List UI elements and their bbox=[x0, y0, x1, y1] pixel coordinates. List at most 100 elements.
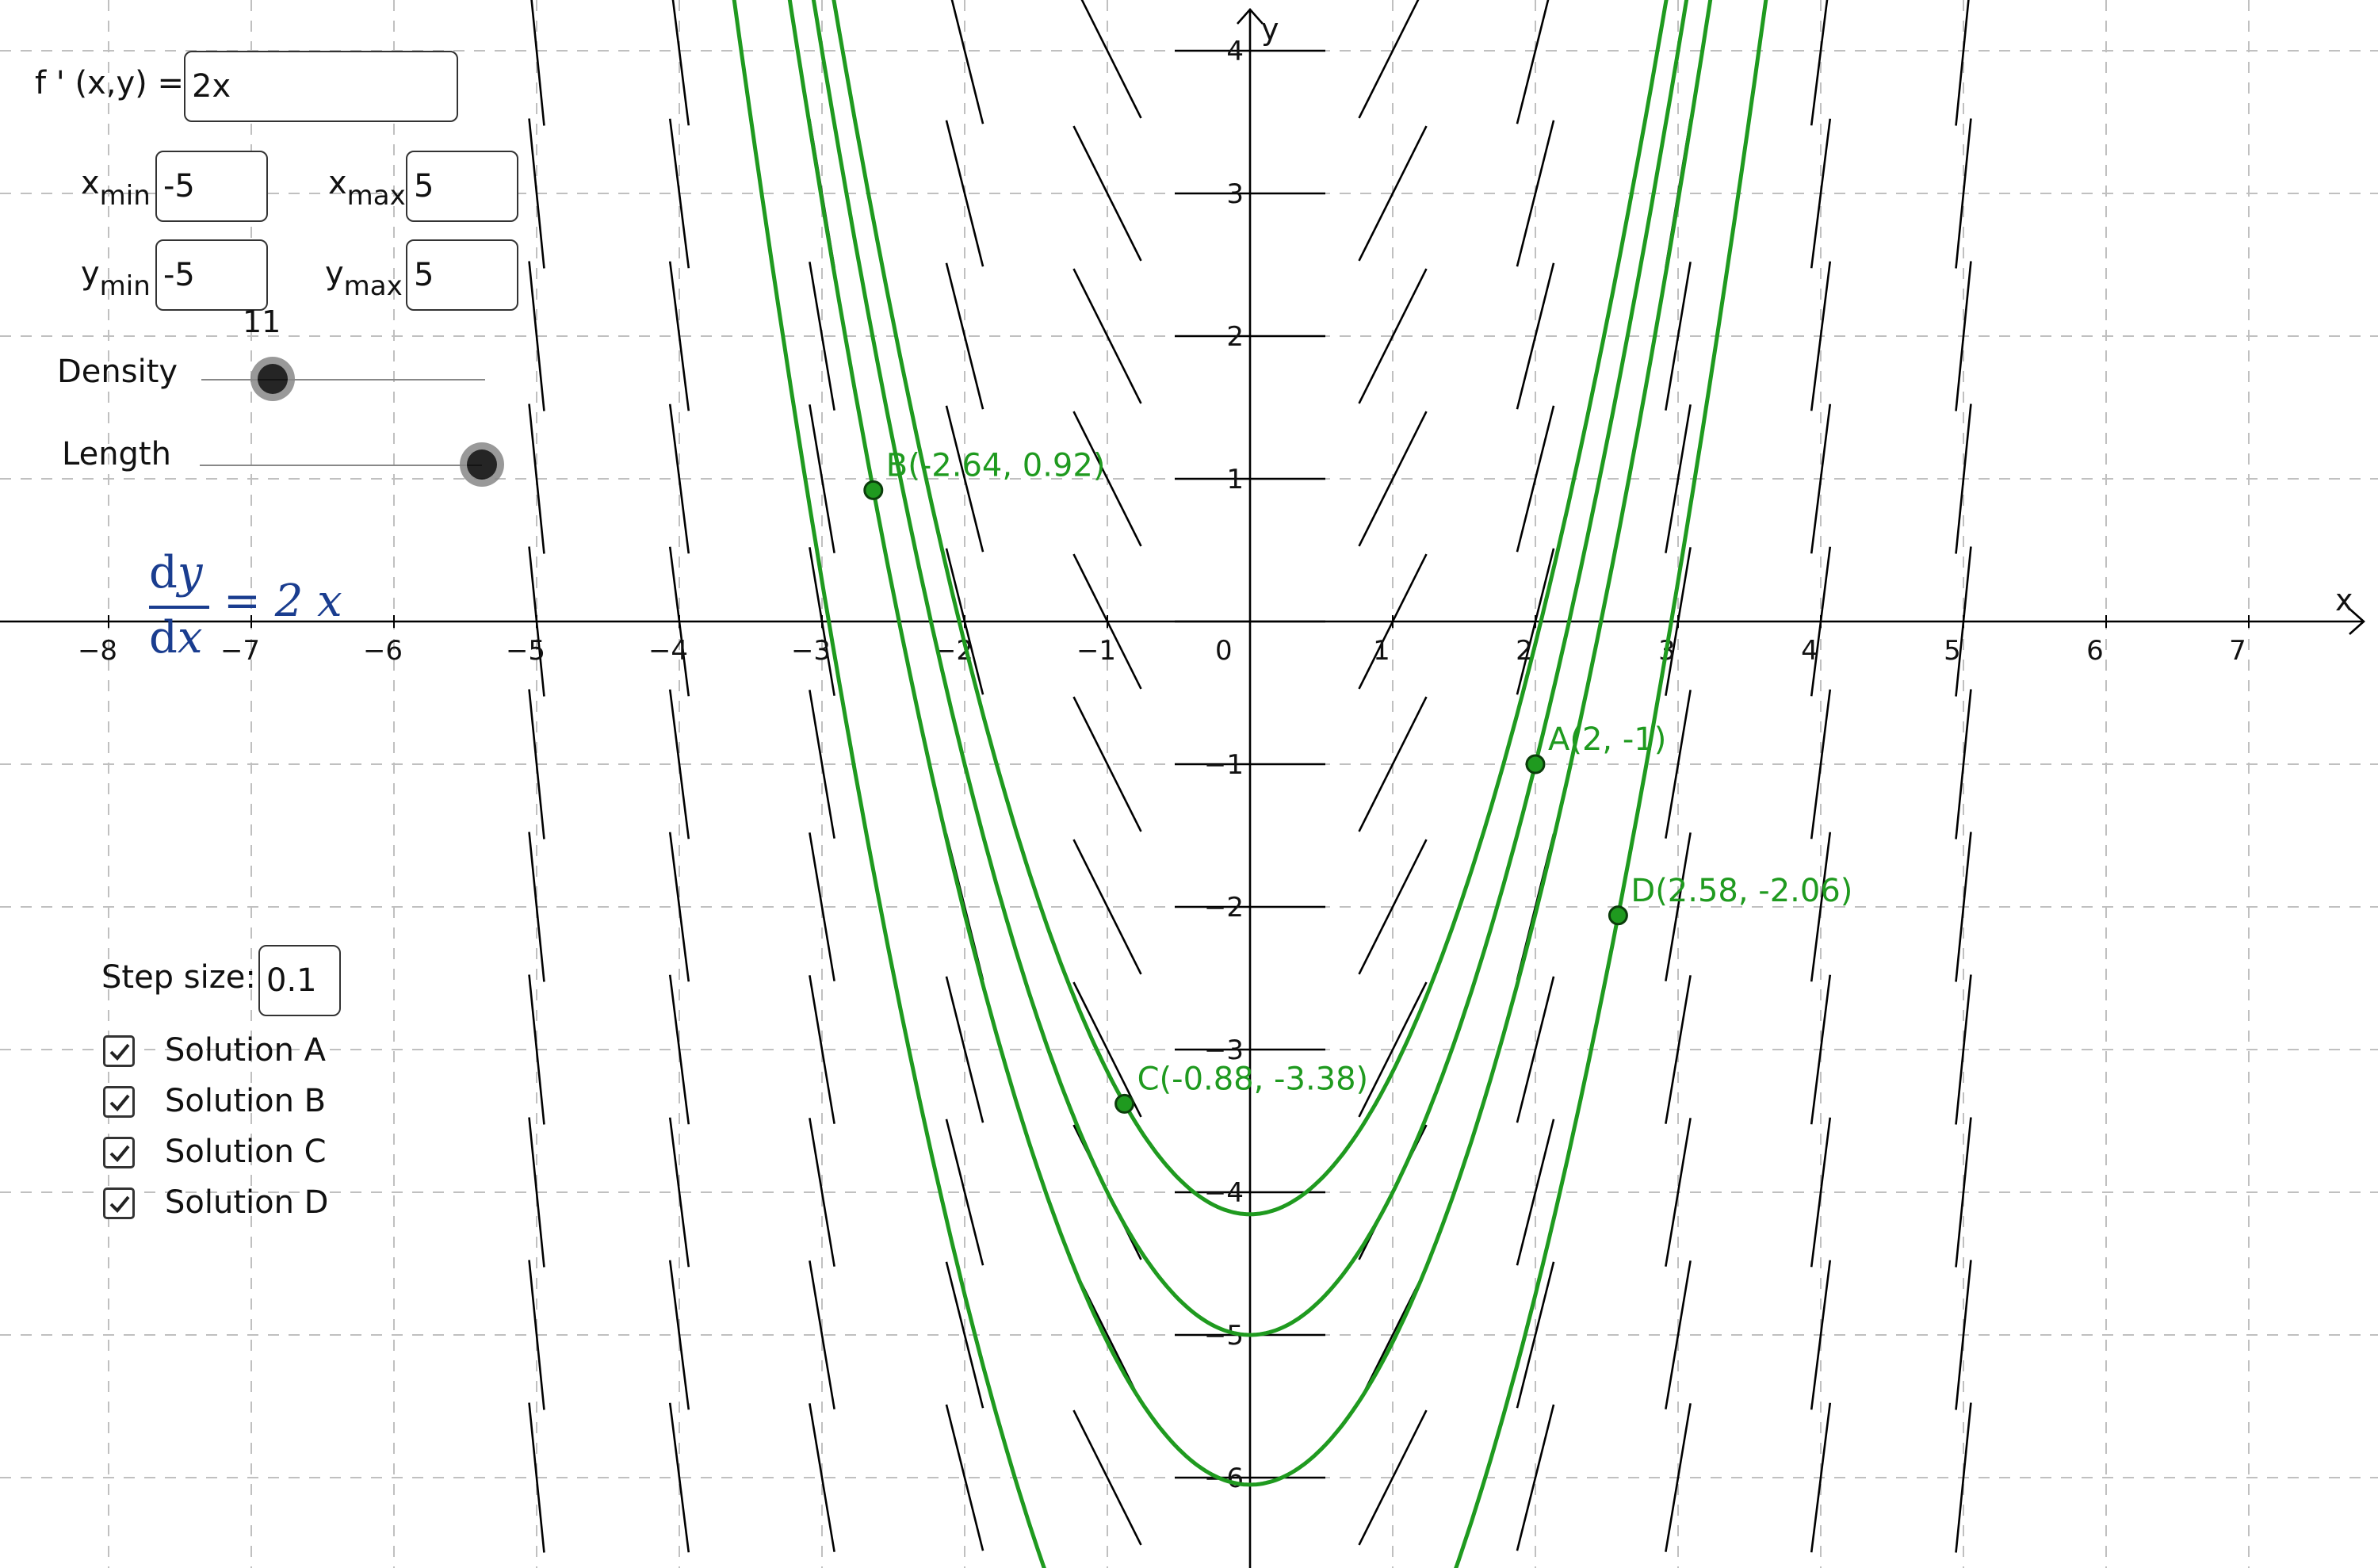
point-b[interactable] bbox=[863, 480, 884, 500]
point-a[interactable] bbox=[1525, 754, 1546, 774]
slope-segment bbox=[950, 0, 984, 124]
slope-segment bbox=[668, 1402, 690, 1553]
slope-segment bbox=[1810, 118, 1832, 269]
slope-segment bbox=[1955, 689, 1972, 839]
slope-segment bbox=[1955, 1402, 1972, 1553]
fprime-input[interactable] bbox=[184, 51, 458, 122]
x-tick-label: 6 bbox=[2086, 635, 2104, 667]
slope-segment bbox=[668, 403, 690, 554]
slope-segment bbox=[809, 1118, 835, 1267]
slope-segment bbox=[1072, 696, 1142, 832]
slope-segment bbox=[1665, 975, 1692, 1124]
slope-segment bbox=[809, 690, 835, 839]
ymax-var: y bbox=[325, 255, 344, 292]
slope-segment bbox=[945, 405, 984, 553]
xmin-input[interactable] bbox=[155, 151, 268, 222]
checkbox-label-solution-d[interactable]: Solution D bbox=[165, 1184, 329, 1221]
x-axis-label: x bbox=[2335, 583, 2353, 618]
x-axis-arrow bbox=[2349, 608, 2365, 635]
solution-curve-a[interactable] bbox=[791, 0, 1709, 1337]
point-c[interactable] bbox=[1114, 1093, 1135, 1114]
slope-segment bbox=[1665, 404, 1692, 553]
solution-curve-c[interactable] bbox=[810, 0, 1690, 1217]
slope-segment bbox=[1810, 689, 1832, 839]
point-d[interactable] bbox=[1608, 905, 1628, 926]
check-icon bbox=[109, 1043, 130, 1061]
slope-segment bbox=[809, 262, 835, 411]
slope-segment bbox=[1665, 832, 1692, 981]
xmax-input[interactable] bbox=[406, 151, 518, 222]
length-slider-knob[interactable] bbox=[460, 442, 504, 487]
slope-segment bbox=[1358, 125, 1428, 262]
xmin-label: xmin bbox=[81, 165, 151, 212]
point-label-a: A(2, -1) bbox=[1548, 721, 1666, 758]
y-tick-label: −3 bbox=[1204, 1034, 1244, 1066]
equation-denominator: dx bbox=[149, 612, 203, 664]
ymax-label: ymax bbox=[325, 255, 403, 302]
y-tick-label: 1 bbox=[1226, 464, 1244, 495]
density-slider-knob[interactable] bbox=[250, 357, 295, 401]
x-tick-label: 1 bbox=[1373, 635, 1390, 667]
density-label: Density bbox=[57, 354, 178, 390]
slope-segment bbox=[809, 975, 835, 1124]
slope-segment bbox=[1810, 403, 1832, 554]
checkbox-solution-d[interactable] bbox=[103, 1187, 135, 1219]
step-size-input[interactable] bbox=[258, 945, 341, 1016]
ymax-input[interactable] bbox=[406, 239, 518, 311]
slope-segment bbox=[668, 974, 690, 1125]
checkbox-label-solution-c[interactable]: Solution C bbox=[165, 1134, 327, 1170]
slope-segment bbox=[1072, 1409, 1142, 1546]
slope-segment bbox=[945, 1404, 984, 1551]
slope-segment bbox=[530, 0, 545, 126]
equation-fraction-bar bbox=[149, 606, 209, 609]
slope-segment bbox=[668, 261, 690, 411]
checkbox-label-solution-b[interactable]: Solution B bbox=[165, 1083, 327, 1119]
slope-segment bbox=[809, 1403, 835, 1552]
slope-segment bbox=[1665, 1118, 1692, 1267]
slope-segment bbox=[1665, 1403, 1692, 1552]
solution-curve-d[interactable] bbox=[714, 0, 1787, 1568]
slope-segment bbox=[945, 120, 984, 267]
check-icon bbox=[109, 1094, 130, 1111]
x-tick-label: −5 bbox=[506, 635, 545, 667]
ymin-label: ymin bbox=[81, 255, 151, 302]
slope-segment bbox=[1072, 981, 1142, 1118]
checkbox-solution-a[interactable] bbox=[103, 1035, 135, 1067]
slope-segment bbox=[1810, 0, 1829, 126]
slope-segment bbox=[1955, 974, 1972, 1125]
xmax-label: xmax bbox=[328, 165, 406, 212]
slope-segment bbox=[1810, 1402, 1832, 1553]
slope-segment bbox=[1516, 1404, 1555, 1551]
slope-segment bbox=[1072, 411, 1142, 547]
density-slider-track[interactable] bbox=[201, 379, 485, 381]
equation-numerator: dy bbox=[149, 547, 203, 599]
slope-segment bbox=[528, 974, 545, 1125]
x-tick-label: −1 bbox=[1076, 635, 1116, 667]
x-tick-label: 7 bbox=[2229, 635, 2246, 667]
checkbox-label-solution-a[interactable]: Solution A bbox=[165, 1032, 327, 1069]
slope-segment bbox=[528, 1402, 545, 1553]
xmin-sub: min bbox=[99, 180, 151, 212]
ymin-input[interactable] bbox=[155, 239, 268, 311]
slope-segment bbox=[1810, 1117, 1832, 1268]
xmax-var: x bbox=[328, 165, 347, 201]
solution-curve-b[interactable] bbox=[769, 0, 1732, 1487]
slope-segment bbox=[945, 262, 984, 410]
x-tick-label: 4 bbox=[1801, 635, 1818, 667]
length-slider-track[interactable] bbox=[200, 465, 482, 466]
slope-segment bbox=[1358, 268, 1428, 404]
slope-segment bbox=[1358, 839, 1428, 975]
y-tick-label: −2 bbox=[1204, 892, 1244, 924]
slope-segment bbox=[1516, 1119, 1555, 1266]
slope-segment bbox=[1665, 690, 1692, 839]
solution-points: A(2, -1) B(-2.64, 0.92) C(-0.88, -3.38) D(2… bbox=[863, 447, 1852, 1114]
y-axis-label: y bbox=[1261, 12, 1279, 47]
slope-segment bbox=[668, 118, 690, 269]
slope-segment bbox=[1516, 405, 1555, 553]
slope-segment bbox=[528, 832, 545, 982]
y-tick-label: 3 bbox=[1226, 178, 1244, 210]
checkbox-solution-b[interactable] bbox=[103, 1086, 135, 1118]
checkbox-solution-c[interactable] bbox=[103, 1137, 135, 1168]
